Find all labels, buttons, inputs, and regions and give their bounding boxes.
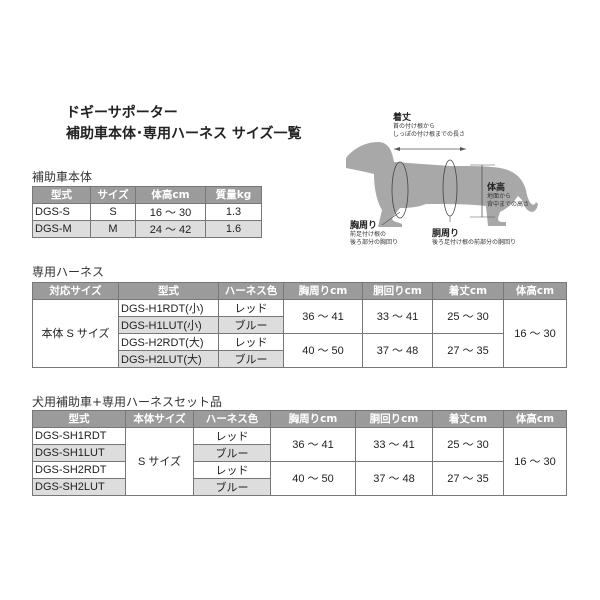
table-row: DGS-H2LUT(大) ブルー [33,349,567,368]
set-size-table: 型式 本体サイズ ハーネス色 胸周りcm 胴回りcm 着丈cm 体高cm DGS-SH1RD… [32,410,567,496]
table-row: DGS-S S 16 ～ 30 1.3 [32,202,262,221]
table-row: DGS-SH1RDT S サイズ レッド 36 ～ 41 33 ～ 41 25 ～ … [32,426,567,496]
table-header: 対応サイズ 型式 ハーネス色 胸周りcm 胴回りcm 着丈cm 体高cm [32,282,567,300]
table-row: DGS-H1LUT(小) ブルー [33,315,567,334]
table-row: 本体 S サイズ DGS-H1RDT(小) レッド 36 ～ 41 33 ～ 41 2… [32,298,567,368]
dog-silhouette-icon [346,142,538,227]
waist-label: 胴周り 後ろ足付け根の前部分の胴回り [432,229,517,246]
harness-table-title: 専用ハーネス [32,265,105,279]
table-header: 型式 本体サイズ ハーネス色 胸周りcm 胴回りcm 着丈cm 体高cm [32,410,567,428]
set-table-title: 犬用補助車+専用ハーネスセット品 [32,395,223,409]
table-row: DGS-H2RDT(大) レッド 40 ～ 50 37 ～ 48 27 ～ 35 [33,332,567,368]
table-header: 型式 サイズ 体高cm 質量kg [32,186,262,204]
table-row: DGS-M M 24 ～ 42 1.6 [32,219,262,238]
chest-label: 胸周り 前足付け根の 後ろ部分の胸回り [350,221,399,246]
length-label: 着丈 首の付け根から しっぽの付け根までの長さ [393,113,466,138]
page-title: ドギーサポーター 補助車本体･専用ハーネス サイズ一覧 [66,105,302,142]
dog-size-diagram: 着丈 首の付け根から しっぽの付け根までの長さ 体高 地面から 背中までの高さ … [330,100,570,250]
table-row: DGS-SH2RDT レッド 40 ～ 50 37 ～ 48 27 ～ 35 [32,460,567,496]
body-table-title: 補助車本体 [32,170,93,184]
body-size-table: 型式 サイズ 体高cm 質量kg DGS-S S 16 ～ 30 1.3 DGS-M M 24 … [32,186,262,238]
table-row: DGS-SH1LUT ブルー [32,443,567,462]
table-row: DGS-SH2LUT ブルー [32,477,567,496]
harness-size-table: 対応サイズ 型式 ハーネス色 胸周りcm 胴回りcm 着丈cm 体高cm 本体 S サイズ … [32,282,567,368]
height-label: 体高 地面から 背中までの高さ [487,183,530,208]
